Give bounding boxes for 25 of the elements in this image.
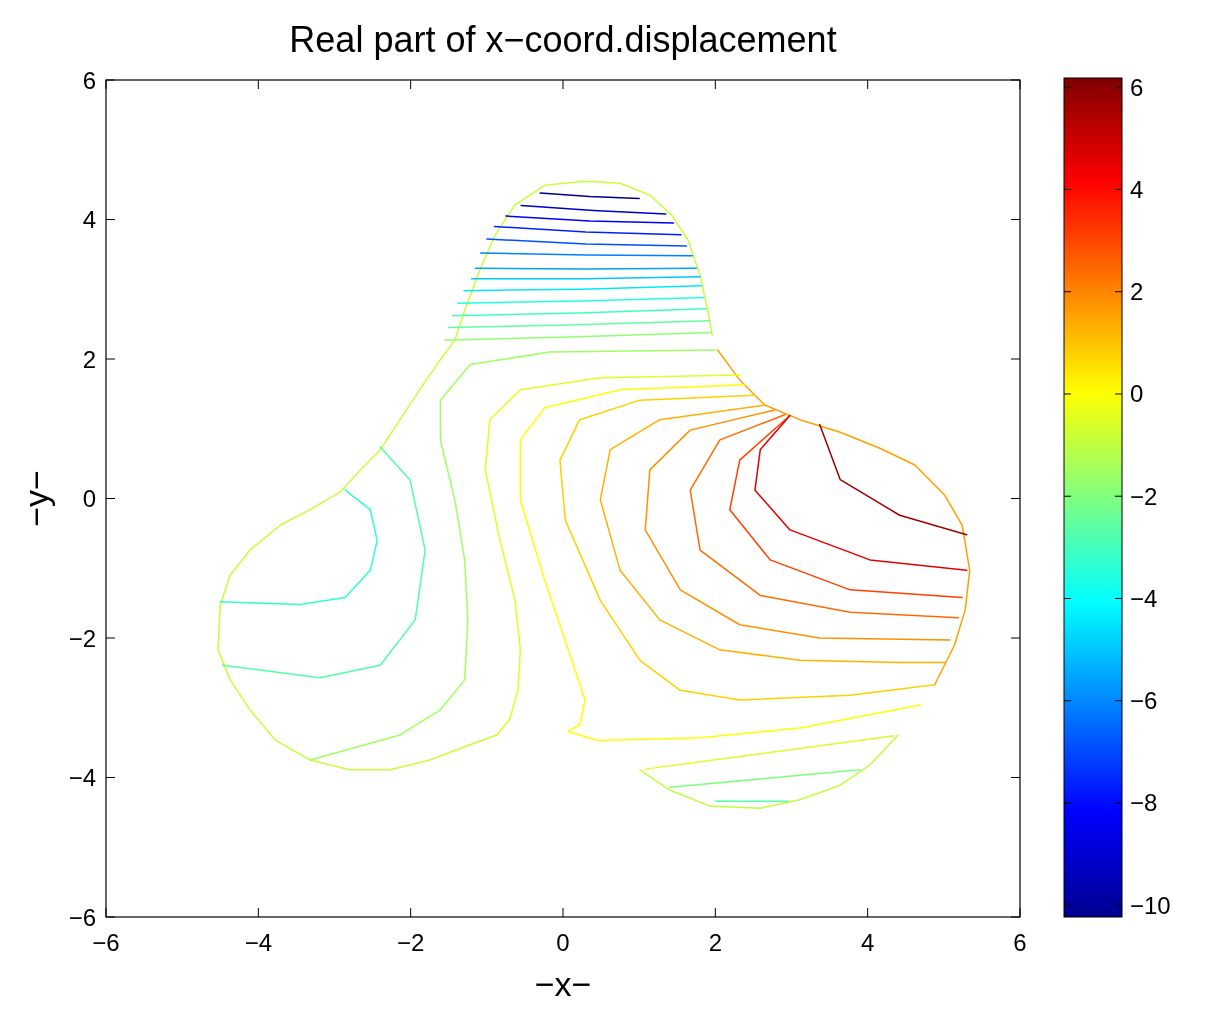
color-bar-label: −4: [1130, 584, 1158, 612]
y-axis-title: −y−: [17, 470, 55, 527]
color-bar-label: −8: [1130, 789, 1158, 817]
color-bar-label: −6: [1130, 687, 1158, 715]
x-tick-label: 2: [708, 929, 723, 956]
color-bar-label: 6: [1130, 73, 1144, 101]
y-tick-label: 2: [82, 345, 96, 373]
chart-title: Real part of x−coord.displacement: [289, 19, 837, 60]
x-tick-label: 6: [1013, 929, 1027, 956]
color-bar-label: −10: [1130, 891, 1171, 919]
x-tick-label: −4: [244, 929, 273, 956]
x-axis-title: −x−: [534, 965, 592, 1003]
y-tick-label: 6: [82, 66, 96, 94]
color-bar-label: −2: [1130, 482, 1158, 510]
y-tick-label: −2: [68, 624, 96, 652]
color-bar-label: 0: [1130, 380, 1144, 408]
y-tick-label: −4: [68, 764, 96, 791]
color-bar-label: 4: [1130, 175, 1144, 203]
y-tick-label: 0: [82, 485, 96, 512]
x-tick-label: 0: [556, 929, 570, 956]
y-tick-label: −6: [68, 903, 96, 931]
x-tick-label: −2: [396, 929, 425, 956]
x-tick-label: 4: [860, 929, 875, 956]
color-bar-label: 2: [1130, 278, 1144, 306]
y-tick-label: 4: [82, 206, 96, 233]
